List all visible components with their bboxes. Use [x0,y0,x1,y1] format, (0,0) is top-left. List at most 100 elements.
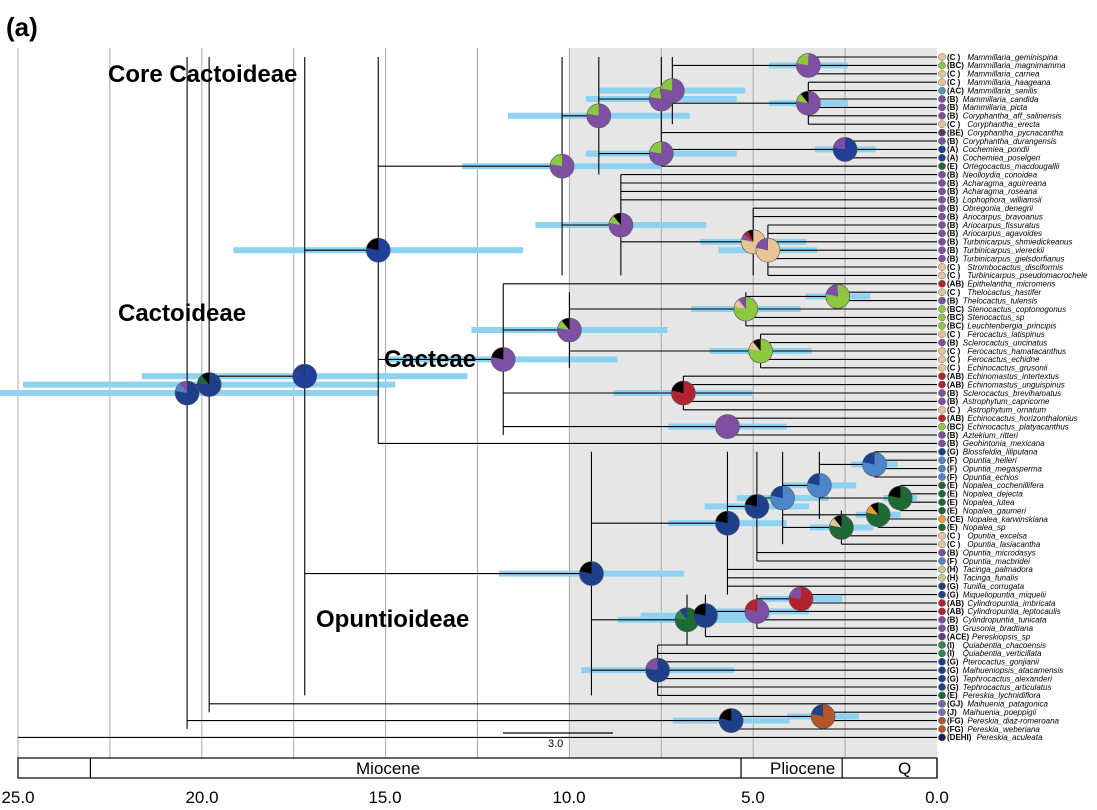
tip-range-code: (B) [947,229,958,238]
tip-label: (B) Obregonia_denegrii [938,204,1033,213]
tip-range-code: (AB) [947,414,964,423]
tip-range-dot [938,473,946,481]
tip-label: (BC) Stenocactus_coptonogonus [938,305,1066,314]
tip-species-name: Tacinga_palmadora [963,565,1034,574]
tip-species-name: Obregonia_denegrii [963,204,1033,213]
tip-range-dot [938,153,946,162]
pie-slice [744,599,769,624]
tip-range-dot [938,414,946,423]
tip-label: (B) Turbinicarpus_shmiedickeanus [938,238,1072,247]
tip-label: (A) Cochemiea_pondii [938,145,1029,154]
pie-outline [807,473,832,498]
tip-range-dot [938,666,946,675]
tip-species-name: Neolloydia_conoidea [963,170,1038,179]
tip-label: (AB) Epithelantha_micromeris [938,280,1055,289]
tip-range-dot [938,422,946,431]
tip-range-dot [938,288,946,297]
tip-label: (F) Opuntia_megasperma [938,464,1043,473]
tip-labels: (C ) Mammillaria_geminispina(BC) Mammillar… [938,53,1088,742]
tip-range-dot [938,179,946,187]
tip-range-dot [938,489,946,498]
tip-range-code: (H) [947,565,958,574]
tip-range-code: (B) [947,616,958,625]
tip-range-dot [938,128,946,137]
tip-species-name: Mammillaria_haageana [967,78,1051,87]
tip-range-dot [938,716,946,725]
pie-slice [557,320,570,330]
tip-range-code: (FG) [947,716,964,725]
tip-label: (FG) Pereskia_diaz-romeroana [938,716,1060,725]
tip-range-code: (B) [947,238,958,247]
tip-range-dot [938,53,946,61]
node-pie [586,103,612,129]
tip-species-name: Nopalea_karwinskiana [967,515,1048,524]
tip-range-dot [938,641,946,649]
tip-label: (E) Nopalea_lutea [938,498,1015,507]
tip-range-dot [938,263,946,271]
node-pie [829,515,854,540]
tick-label-25: 25.0 [1,788,34,807]
tip-label: (BE) Coryphantha_pycnacantha [938,128,1064,137]
pie-slice [587,103,599,116]
pie-slice [491,347,504,360]
ancestral-range-pies [174,53,913,733]
tip-species-name: Lophophora_williamsii [963,196,1042,205]
pie-slice [609,215,621,225]
node-pie [549,153,575,179]
node-pie [744,599,770,624]
pie-slice [579,561,604,586]
tip-range-code: (C ) [947,70,961,79]
pie-slice [748,341,761,351]
tip-species-name: Mammillaria_magnimamma [967,61,1066,70]
clade-label-cacteae: Cacteae [384,346,476,373]
tip-range-code: (C ) [947,364,961,373]
tip-label: (B) Ariocarpus_bravoanus [938,212,1043,221]
node-pie [770,485,795,511]
pie-outline [810,704,836,729]
node-pie [693,603,718,628]
node-pie [807,473,832,498]
tip-range-code: (GJ) [947,700,963,709]
pie-slice [671,381,684,393]
tip-range-dot [938,397,946,406]
tip-range-dot [938,313,946,322]
tip-range-dot [938,111,946,120]
tip-species-name: Tunilla_corrugata [963,582,1025,591]
tip-label: (C ) Ferocactus_latispinus [938,330,1045,339]
pie-slice [645,658,658,671]
tick-label-0: 0.0 [925,788,949,807]
pie-slice [796,91,821,116]
pie-slice [745,494,757,507]
pie-slice [649,141,674,166]
pie-outline [733,296,759,322]
pie-slice [671,381,696,406]
node-pie [608,212,634,238]
tip-range-code: (BC) [947,422,964,431]
clade-label-opuntioideae: Opuntioideae [316,606,469,633]
pie-slice [745,599,757,612]
tip-range-dot [938,431,946,439]
tip-species-name: Coryphantha_aff_salinensis [963,112,1062,121]
tip-species-name: Ariocarpus_fissuratus [962,221,1040,230]
tip-range-code: (C ) [947,53,961,62]
tip-range-code: (B) [947,187,958,196]
tip-label: (G) Blossfeldia_liliputana [938,448,1038,457]
tip-range-dot [938,498,946,507]
tip-range-dot [938,657,946,666]
tip-range-code: (E) [947,498,958,507]
tip-label: (G) Tunilla_corrugata [938,582,1025,591]
epoch-label-quaternary: Q [898,759,911,778]
tip-species-name: Mammillaria_senilis [967,86,1037,95]
tip-range-dot [938,61,946,70]
tip-species-name: Ariocarpus_bravoanus [962,212,1043,221]
tip-species-name: Mammillaria_carnea [967,70,1040,79]
tip-range-code: (F) [947,464,958,473]
tip-range-code: (B) [947,196,958,205]
pie-outline [744,494,770,519]
tip-label: (E) Pereskia_lychnidiflora [938,691,1041,700]
pie-slice [561,318,570,330]
tip-species-name: Opuntia_microdasys [963,548,1036,557]
tip-range-dot [938,607,946,616]
tip-range-code: (B) [947,431,958,440]
tip-range-dot [938,95,946,103]
